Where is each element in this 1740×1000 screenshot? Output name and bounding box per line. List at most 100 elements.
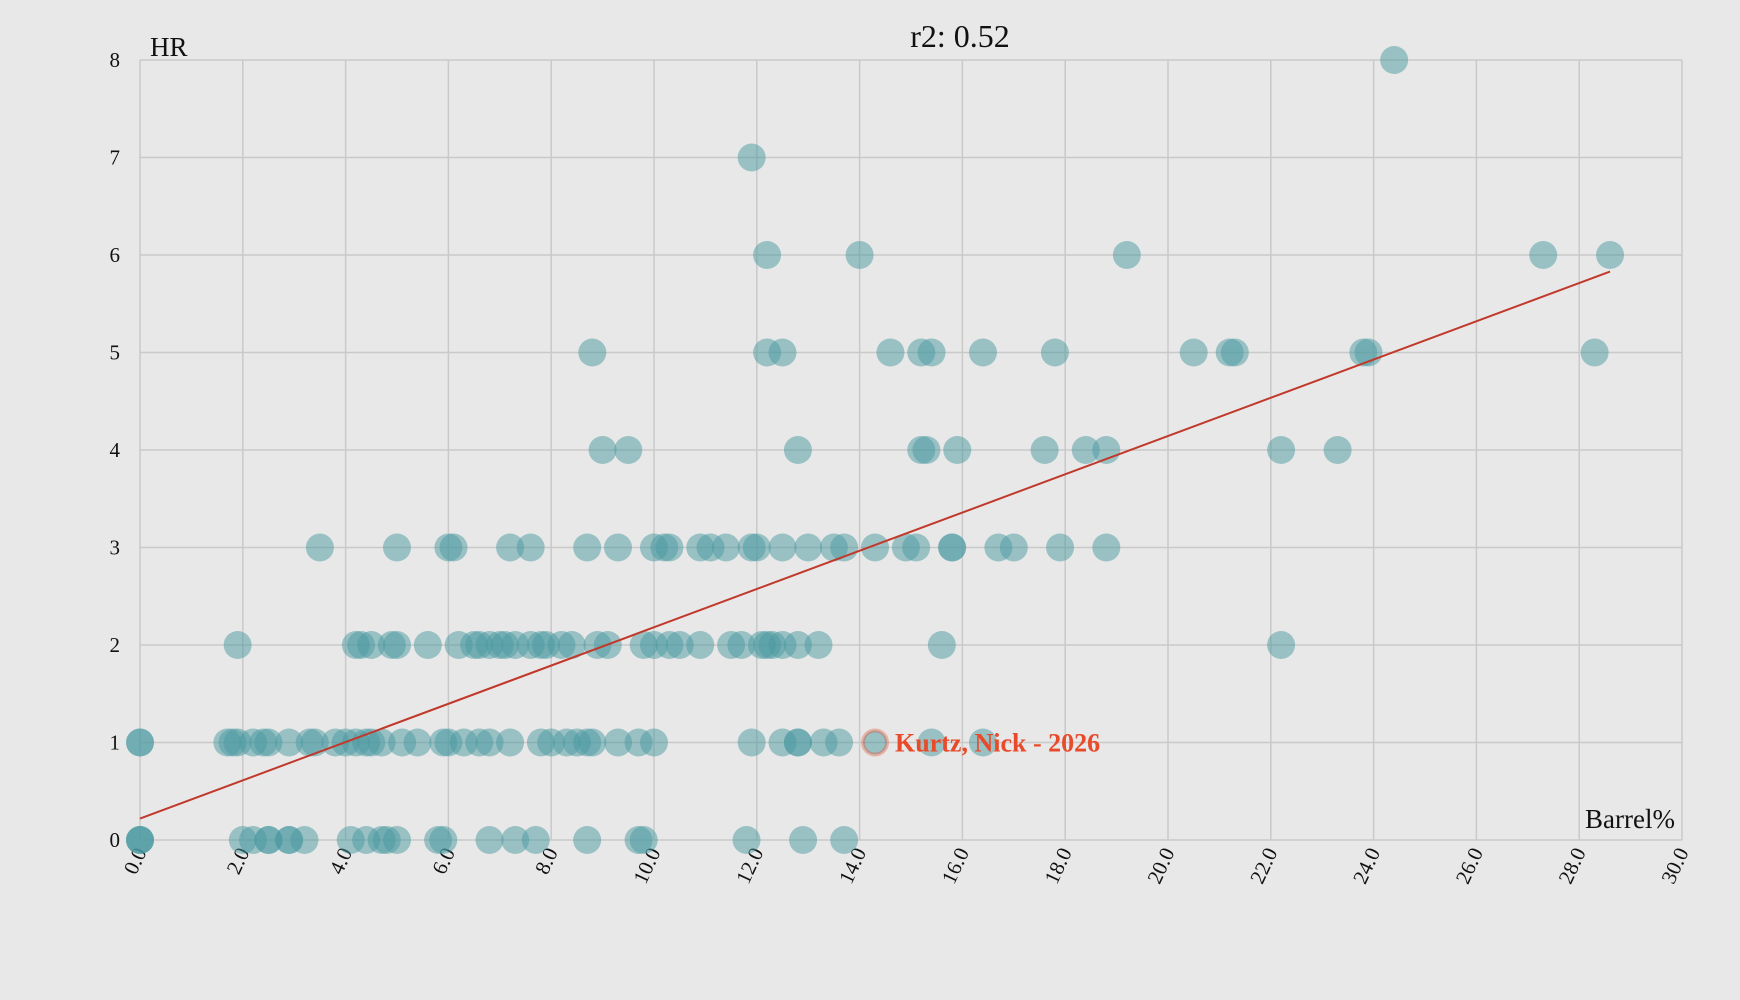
data-point[interactable]: [223, 631, 252, 659]
data-point[interactable]: [588, 436, 617, 464]
data-point[interactable]: [1040, 338, 1069, 367]
data-point[interactable]: [861, 533, 890, 562]
data-point[interactable]: [496, 728, 525, 757]
data-point[interactable]: [383, 826, 411, 854]
data-point[interactable]: [943, 436, 972, 464]
data-point[interactable]: [475, 728, 504, 757]
data-point[interactable]: [578, 728, 607, 757]
data-point[interactable]: [1267, 436, 1296, 464]
chart-title: r2: 0.52: [910, 18, 1010, 54]
data-point[interactable]: [655, 533, 684, 562]
data-point[interactable]: [557, 631, 586, 659]
data-point[interactable]: [501, 826, 530, 854]
data-point[interactable]: [1179, 338, 1208, 367]
data-point[interactable]: [912, 436, 941, 464]
data-point[interactable]: [1220, 338, 1249, 367]
data-point[interactable]: [902, 533, 931, 562]
data-point[interactable]: [1380, 46, 1409, 74]
data-point[interactable]: [614, 436, 643, 464]
data-point[interactable]: [1580, 338, 1609, 367]
data-point[interactable]: [917, 728, 946, 757]
data-point[interactable]: [573, 533, 602, 562]
data-point[interactable]: [742, 533, 771, 562]
data-points: [126, 46, 1625, 854]
data-point[interactable]: [429, 826, 458, 854]
data-point[interactable]: [732, 826, 761, 854]
data-point[interactable]: [1267, 631, 1296, 659]
data-point[interactable]: [665, 631, 694, 659]
data-point[interactable]: [300, 728, 329, 757]
trend-line: [139, 270, 1611, 820]
data-point[interactable]: [254, 826, 283, 854]
data-point[interactable]: [126, 728, 154, 757]
y-tick-label: 5: [110, 341, 121, 365]
data-point[interactable]: [629, 826, 658, 854]
highlight-point[interactable]: [861, 728, 890, 757]
data-point[interactable]: [917, 338, 946, 367]
data-point[interactable]: [783, 631, 812, 659]
data-point[interactable]: [475, 826, 504, 854]
data-point[interactable]: [768, 533, 797, 562]
data-point[interactable]: [290, 826, 319, 854]
data-point[interactable]: [496, 533, 525, 562]
data-point[interactable]: [254, 728, 283, 757]
data-point[interactable]: [1323, 436, 1352, 464]
y-axis-label: HR: [150, 32, 188, 62]
data-point[interactable]: [968, 338, 997, 367]
data-point[interactable]: [1112, 241, 1141, 269]
data-point[interactable]: [1529, 241, 1558, 269]
data-point[interactable]: [876, 338, 905, 367]
y-tick-label: 4: [110, 438, 121, 462]
data-point[interactable]: [768, 338, 797, 367]
data-point[interactable]: [357, 631, 386, 659]
data-point[interactable]: [804, 631, 833, 659]
data-point[interactable]: [383, 631, 411, 659]
data-point[interactable]: [439, 533, 468, 562]
data-point[interactable]: [999, 533, 1028, 562]
data-point[interactable]: [845, 241, 874, 269]
data-point[interactable]: [727, 631, 756, 659]
data-point[interactable]: [578, 338, 607, 367]
highlight-label: Kurtz, Nick - 2026: [895, 729, 1100, 758]
data-point[interactable]: [604, 533, 633, 562]
data-point[interactable]: [516, 533, 545, 562]
x-tick-label: 28.0: [1553, 844, 1590, 887]
data-point[interactable]: [737, 728, 766, 757]
y-tick-label: 2: [110, 633, 121, 657]
data-point[interactable]: [573, 826, 602, 854]
data-point[interactable]: [1596, 241, 1625, 269]
x-tick-label: 24.0: [1348, 844, 1385, 887]
data-point[interactable]: [825, 728, 854, 757]
data-point[interactable]: [604, 728, 633, 757]
y-tick-label: 7: [110, 146, 121, 170]
data-point[interactable]: [830, 826, 859, 854]
data-point[interactable]: [305, 533, 334, 562]
data-point[interactable]: [413, 631, 442, 659]
data-point[interactable]: [1071, 436, 1100, 464]
data-point[interactable]: [1092, 533, 1121, 562]
data-point[interactable]: [521, 826, 550, 854]
data-point[interactable]: [403, 728, 432, 757]
data-point[interactable]: [275, 728, 304, 757]
data-point[interactable]: [783, 436, 812, 464]
x-axis-label: Barrel%: [1585, 804, 1675, 834]
data-point[interactable]: [1046, 533, 1075, 562]
data-point[interactable]: [126, 826, 154, 854]
data-point[interactable]: [383, 533, 411, 562]
data-point[interactable]: [686, 631, 715, 659]
data-point[interactable]: [927, 631, 956, 659]
data-point[interactable]: [367, 728, 396, 757]
data-point[interactable]: [711, 533, 740, 562]
data-point[interactable]: [789, 826, 818, 854]
data-point[interactable]: [640, 728, 668, 757]
data-point[interactable]: [794, 533, 823, 562]
data-point[interactable]: [737, 143, 766, 172]
x-tick-label: 16.0: [937, 844, 974, 887]
data-point[interactable]: [783, 728, 812, 757]
x-tick-label: 20.0: [1142, 844, 1179, 887]
data-point[interactable]: [1030, 436, 1059, 464]
data-point[interactable]: [938, 533, 967, 562]
data-point[interactable]: [753, 241, 782, 269]
data-point[interactable]: [968, 728, 997, 757]
